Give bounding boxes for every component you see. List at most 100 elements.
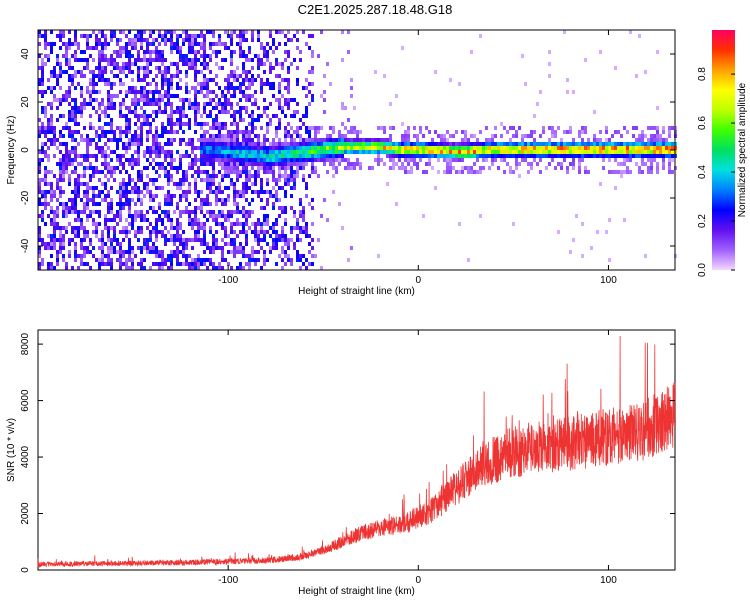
spectrogram-cell	[218, 158, 221, 162]
spectrogram-cell	[194, 42, 197, 46]
spectrogram-cell	[395, 162, 398, 166]
spectrogram-cell	[158, 50, 161, 54]
spectrogram-cell	[74, 186, 77, 190]
spectrogram-cell	[197, 222, 200, 226]
spectrogram-cell	[164, 202, 167, 206]
spectrogram-cell	[188, 122, 191, 126]
spectrogram-cell	[332, 162, 335, 166]
spectrogram-cell	[86, 86, 89, 90]
spectrogram-cell	[548, 74, 551, 78]
spectrogram-cell	[158, 214, 161, 218]
spectrogram-cell	[80, 106, 83, 110]
spectrogram-cell	[200, 238, 203, 242]
spectrogram-cell	[224, 218, 227, 222]
spectrogram-cell	[47, 130, 50, 134]
spectrogram-cell	[296, 66, 299, 70]
spectrogram-cell	[293, 34, 296, 38]
spectrogram-cell	[98, 30, 101, 34]
spectrogram-cell	[50, 206, 53, 210]
spectrogram-cell	[152, 30, 155, 34]
spectrogram-cell	[449, 166, 452, 170]
spectrogram-cell	[284, 238, 287, 242]
spectrogram-cell	[215, 214, 218, 218]
spectrogram-cell	[656, 138, 659, 142]
spectrogram-cell	[269, 162, 272, 166]
spectrogram-cell	[539, 150, 542, 154]
spectrogram-cell	[155, 46, 158, 50]
spectrogram-cell	[77, 154, 80, 158]
spectrogram-cell	[239, 118, 242, 122]
spectrogram-cell	[197, 42, 200, 46]
spectrogram-cell	[284, 182, 287, 186]
spectrogram-cell	[164, 214, 167, 218]
spectrogram-cell	[68, 198, 71, 202]
spectrogram-cell	[554, 150, 557, 154]
spectrogram-cell	[200, 178, 203, 182]
spectrogram-cell	[77, 174, 80, 178]
spectrogram-cell	[209, 78, 212, 82]
spectrogram-cell	[194, 198, 197, 202]
spectrogram-cell	[233, 30, 236, 34]
spectrogram-cell	[152, 262, 155, 266]
spectrogram-cell	[41, 210, 44, 214]
spectrogram-cell	[215, 114, 218, 118]
spectrogram-cell	[107, 226, 110, 230]
spectrogram-cell	[176, 38, 179, 42]
spectrogram-cell	[311, 126, 314, 130]
spectrogram-cell	[44, 194, 47, 198]
spectrogram-cell	[275, 98, 278, 102]
spectrogram-cell	[242, 254, 245, 258]
spectrogram-cell	[65, 214, 68, 218]
spectrogram-cell	[227, 154, 230, 158]
spectrogram-cell	[203, 38, 206, 42]
spectrogram-cell	[56, 238, 59, 242]
spectrogram-cell	[254, 174, 257, 178]
spectrogram-cell	[140, 98, 143, 102]
spectrogram-cell	[629, 158, 632, 162]
spectrogram-cell	[80, 102, 83, 106]
spectrogram-cell	[194, 102, 197, 106]
spectrogram-cell	[149, 114, 152, 118]
spectrogram-cell	[251, 66, 254, 70]
spectrogram-cell	[350, 146, 353, 150]
spectrogram-cell	[128, 66, 131, 70]
spectrogram-cell	[158, 250, 161, 254]
spectrogram-cell	[584, 146, 587, 150]
spectrogram-cell	[230, 170, 233, 174]
spectrogram-cell	[143, 94, 146, 98]
spectrogram-cell	[242, 150, 245, 154]
spectrogram-cell	[281, 154, 284, 158]
spectrogram-cell	[161, 110, 164, 114]
spectrogram-cell	[272, 178, 275, 182]
spectrogram-cell	[251, 230, 254, 234]
spectrogram-cell	[230, 30, 233, 34]
spectrogram-cell	[278, 150, 281, 154]
spectrogram-cell	[278, 106, 281, 110]
spectrogram-cell	[185, 242, 188, 246]
spectrogram-cell	[440, 142, 443, 146]
spectrogram-cell	[296, 82, 299, 86]
spectrogram-cell	[230, 34, 233, 38]
spectrogram-cell	[317, 158, 320, 162]
spectrogram-cell	[383, 150, 386, 154]
spectrogram-cell	[188, 42, 191, 46]
spectrogram-cell	[269, 250, 272, 254]
spectrogram-cell	[275, 126, 278, 130]
spectrogram-cell	[494, 134, 497, 138]
spectrogram-cell	[74, 254, 77, 258]
spectrogram-cell	[650, 154, 653, 158]
spectrogram-cell	[191, 222, 194, 226]
spectrogram-cell	[146, 62, 149, 66]
spectrogram-cell	[77, 194, 80, 198]
spectrogram-cell	[71, 226, 74, 230]
spectrogram-cell	[263, 106, 266, 110]
spectrogram-cell	[512, 142, 515, 146]
spectrogram-cell	[149, 62, 152, 66]
spectrogram-cell	[614, 154, 617, 158]
spectrogram-cell	[125, 262, 128, 266]
spectrogram-cell	[131, 102, 134, 106]
spectrogram-cell	[296, 162, 299, 166]
spectrogram-cell	[236, 194, 239, 198]
spectrogram-cell	[203, 150, 206, 154]
spectrogram-cell	[443, 154, 446, 158]
